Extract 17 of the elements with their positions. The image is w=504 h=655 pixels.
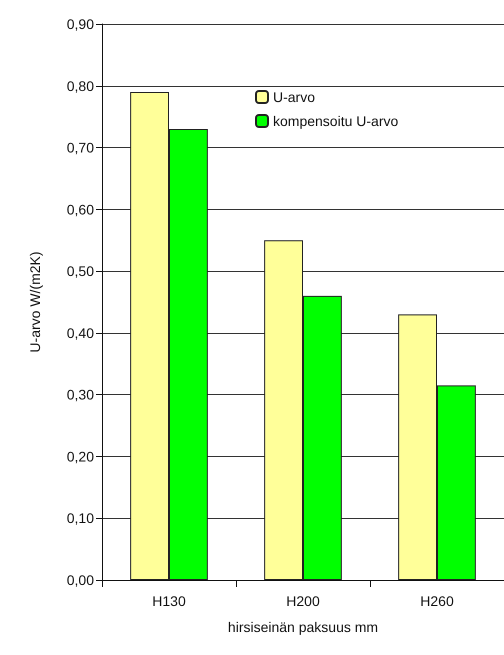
y-tick-label: 0,50 <box>66 263 94 280</box>
y-tick-label: 0,00 <box>66 572 94 588</box>
y-tick-label: 0,60 <box>66 201 94 218</box>
y-axis-title: U-arvo W/(m2K) <box>27 251 43 353</box>
y-tick-label: 0,20 <box>66 448 94 464</box>
legend-label: U-arvo <box>273 89 316 105</box>
y-tick-label: 0,90 <box>66 16 94 32</box>
x-tick-label: H130 <box>152 593 186 609</box>
y-tick-label: 0,30 <box>66 386 94 403</box>
y-tick-label: 0,40 <box>66 324 94 341</box>
x-tick-label: H260 <box>420 593 454 609</box>
x-tick-label: H200 <box>286 593 320 609</box>
legend-label: kompensoitu U-arvo <box>273 113 398 129</box>
y-tick-label: 0,10 <box>66 510 94 526</box>
y-tick-label: 0,80 <box>66 78 94 94</box>
y-tick-label: 0,70 <box>66 140 94 156</box>
x-axis-title: hirsiseinän paksuus mm <box>228 619 378 635</box>
